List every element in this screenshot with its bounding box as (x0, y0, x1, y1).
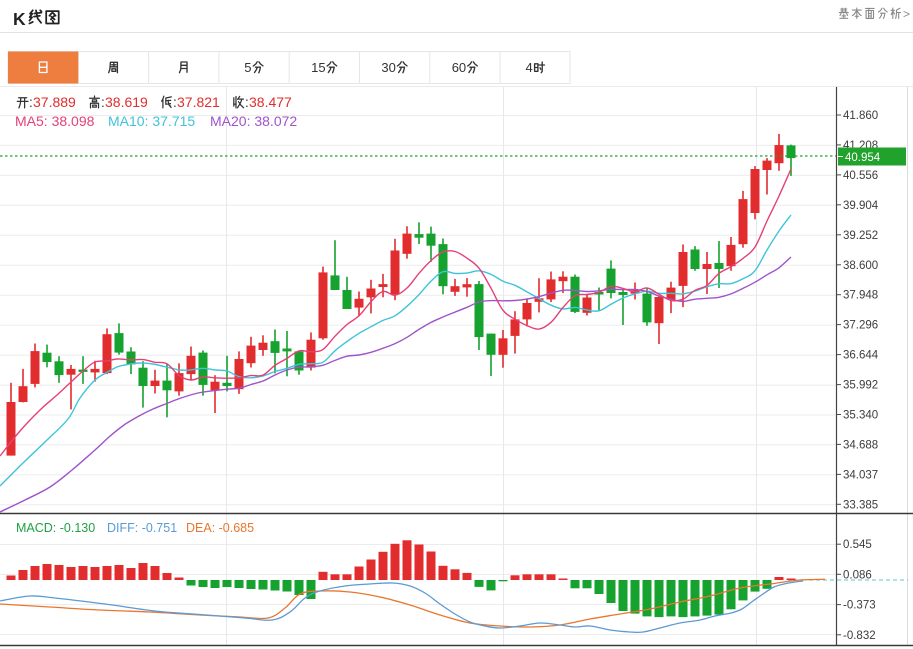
svg-text:4: 4 (526, 60, 533, 75)
svg-text:MACD: -0.130: MACD: -0.130 (16, 521, 95, 535)
svg-text:37.296: 37.296 (843, 320, 878, 332)
svg-text:34.688: 34.688 (843, 439, 878, 451)
svg-text::: : (29, 95, 33, 110)
svg-text:DIFF: -0.751: DIFF: -0.751 (107, 521, 177, 535)
svg-text:40.556: 40.556 (843, 170, 878, 182)
svg-text:39.904: 39.904 (843, 200, 879, 212)
svg-text:5: 5 (244, 60, 251, 75)
svg-text:38.600: 38.600 (843, 260, 878, 272)
svg-text::: : (173, 95, 177, 110)
svg-text:MA5: 38.098: MA5: 38.098 (15, 113, 95, 129)
svg-text:15: 15 (311, 60, 325, 75)
svg-text:37.889: 37.889 (33, 94, 76, 110)
svg-text::: : (245, 95, 249, 110)
svg-text:35.992: 35.992 (843, 380, 878, 392)
svg-text:34.037: 34.037 (843, 469, 878, 481)
svg-text:40.954: 40.954 (845, 152, 881, 164)
svg-text:0.545: 0.545 (843, 539, 872, 551)
svg-text:30: 30 (381, 60, 395, 75)
svg-text:37.821: 37.821 (177, 94, 220, 110)
svg-text:38.619: 38.619 (105, 94, 148, 110)
svg-text:39.252: 39.252 (843, 230, 878, 242)
svg-text:MA20: 38.072: MA20: 38.072 (210, 113, 297, 129)
svg-text:0.086: 0.086 (843, 569, 872, 581)
svg-text::: : (101, 95, 105, 110)
svg-text:MA10: 37.715: MA10: 37.715 (108, 113, 195, 129)
svg-text:K: K (13, 9, 26, 29)
svg-text:33.385: 33.385 (843, 499, 878, 511)
svg-text:41.860: 41.860 (843, 110, 878, 122)
svg-text:38.477: 38.477 (249, 94, 292, 110)
svg-text:35.340: 35.340 (843, 410, 878, 422)
svg-text:DEA: -0.685: DEA: -0.685 (186, 521, 254, 535)
svg-text:36.644: 36.644 (843, 350, 879, 362)
svg-text:60: 60 (452, 60, 466, 75)
svg-text:37.948: 37.948 (843, 290, 878, 302)
svg-text:>: > (903, 7, 910, 21)
svg-text:-0.832: -0.832 (843, 630, 876, 642)
svg-text:-0.373: -0.373 (843, 600, 876, 612)
